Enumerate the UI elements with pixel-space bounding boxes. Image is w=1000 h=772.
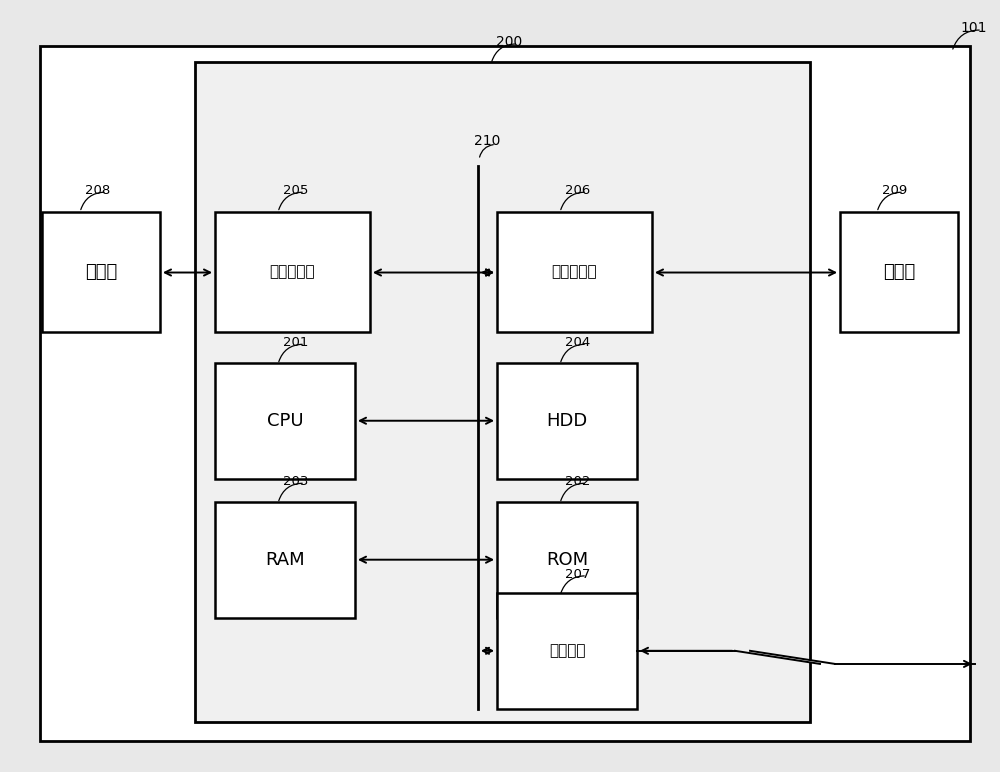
- Text: 202: 202: [565, 475, 590, 488]
- Text: 208: 208: [85, 184, 110, 197]
- Text: 操作部: 操作部: [85, 263, 117, 281]
- Text: ROM: ROM: [546, 550, 588, 569]
- Bar: [497, 593, 637, 709]
- Text: CPU: CPU: [267, 411, 303, 430]
- Bar: [215, 502, 355, 618]
- Bar: [840, 212, 958, 332]
- Bar: [42, 212, 160, 332]
- Polygon shape: [735, 651, 835, 664]
- Text: 网络接口: 网络接口: [549, 643, 585, 659]
- Text: 205: 205: [283, 184, 308, 197]
- Text: RAM: RAM: [265, 550, 305, 569]
- Text: HDD: HDD: [546, 411, 588, 430]
- Bar: [215, 363, 355, 479]
- Bar: [195, 62, 810, 722]
- Text: 204: 204: [565, 336, 590, 349]
- Text: 201: 201: [283, 336, 308, 349]
- Bar: [215, 212, 370, 332]
- Text: 操作部接口: 操作部接口: [270, 265, 315, 279]
- Bar: [497, 502, 637, 618]
- Text: 209: 209: [882, 184, 907, 197]
- Text: 206: 206: [565, 184, 590, 197]
- Text: 200: 200: [496, 35, 522, 49]
- Text: 203: 203: [283, 475, 308, 488]
- Text: 显示部接口: 显示部接口: [552, 265, 597, 279]
- Text: 207: 207: [565, 567, 590, 581]
- Text: 101: 101: [960, 21, 986, 35]
- Text: 210: 210: [474, 134, 500, 148]
- Text: 显示部: 显示部: [883, 263, 915, 281]
- Bar: [497, 363, 637, 479]
- Bar: [497, 212, 652, 332]
